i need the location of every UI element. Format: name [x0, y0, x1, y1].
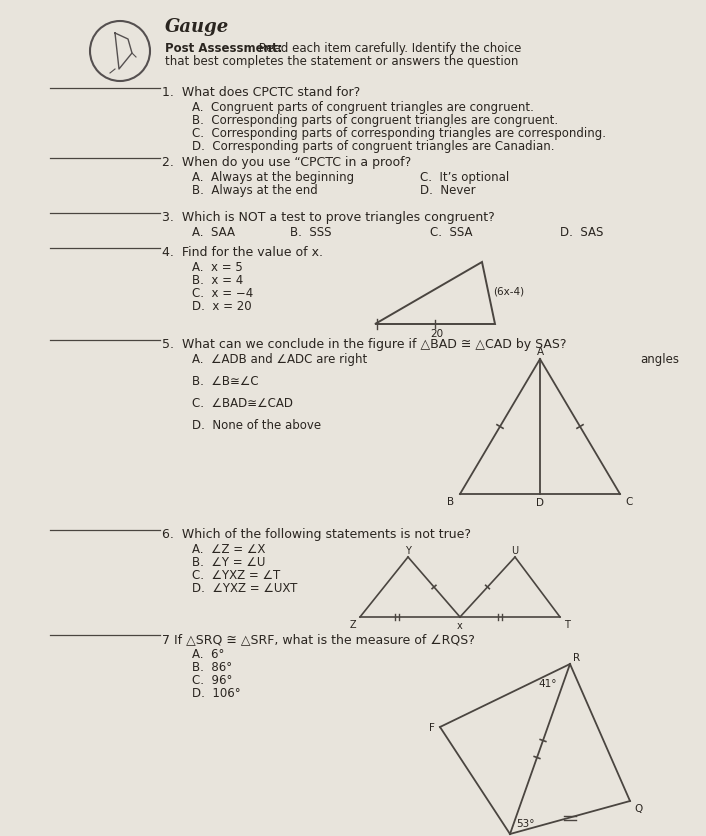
Text: A.  x = 5: A. x = 5 [192, 261, 243, 273]
Text: D: D [536, 497, 544, 507]
Text: B.  ∠Y = ∠U: B. ∠Y = ∠U [192, 555, 265, 568]
Text: Read each item carefully. Identify the choice: Read each item carefully. Identify the c… [255, 42, 521, 55]
Text: Post Assessment:: Post Assessment: [165, 42, 282, 55]
Text: 4.  Find for the value of x.: 4. Find for the value of x. [162, 246, 323, 258]
Text: D.  Never: D. Never [420, 184, 476, 196]
Text: 53°: 53° [516, 818, 534, 828]
Text: 20: 20 [431, 329, 443, 339]
Text: D.  ∠YXZ = ∠UXT: D. ∠YXZ = ∠UXT [192, 581, 297, 594]
Text: A.  ∠ADB and ∠ADC are right: A. ∠ADB and ∠ADC are right [192, 353, 367, 365]
Text: Z: Z [349, 619, 356, 630]
Text: B.  86°: B. 86° [192, 660, 232, 673]
Text: (6x-4): (6x-4) [493, 286, 525, 296]
Text: 41°: 41° [538, 678, 556, 688]
Text: Y: Y [405, 545, 411, 555]
Text: C: C [625, 497, 633, 507]
Text: D.  106°: D. 106° [192, 686, 241, 699]
Text: A.  6°: A. 6° [192, 647, 225, 660]
Text: 1.  What does CPCTC stand for?: 1. What does CPCTC stand for? [162, 86, 360, 99]
Text: angles: angles [640, 353, 679, 365]
Text: C.  Corresponding parts of corresponding triangles are corresponding.: C. Corresponding parts of corresponding … [192, 127, 606, 140]
Text: B: B [447, 497, 454, 507]
Text: A.  SAA: A. SAA [192, 226, 235, 239]
Text: Gauge: Gauge [165, 18, 229, 36]
Text: T: T [564, 619, 570, 630]
Text: C.  ∠YXZ = ∠T: C. ∠YXZ = ∠T [192, 568, 280, 581]
Text: C.  96°: C. 96° [192, 673, 232, 686]
Text: C.  It’s optional: C. It’s optional [420, 171, 509, 184]
Text: D.  Corresponding parts of congruent triangles are Canadian.: D. Corresponding parts of congruent tria… [192, 140, 554, 153]
Text: 3.  Which is NOT a test to prove triangles congruent?: 3. Which is NOT a test to prove triangle… [162, 211, 495, 224]
Text: B.  Corresponding parts of congruent triangles are congruent.: B. Corresponding parts of congruent tria… [192, 114, 558, 127]
Text: 5.  What can we conclude in the figure if △BAD ≅ △CAD by SAS?: 5. What can we conclude in the figure if… [162, 338, 566, 350]
Text: B.  ∠B≅∠C: B. ∠B≅∠C [192, 375, 258, 388]
Text: A.  Always at the beginning: A. Always at the beginning [192, 171, 354, 184]
Text: A.  Congruent parts of congruent triangles are congruent.: A. Congruent parts of congruent triangle… [192, 101, 534, 114]
Text: A.  ∠Z = ∠X: A. ∠Z = ∠X [192, 543, 265, 555]
Text: D.  SAS: D. SAS [560, 226, 604, 239]
Text: Q: Q [634, 803, 642, 813]
Text: that best completes the statement or answers the question: that best completes the statement or ans… [165, 55, 518, 68]
Text: D.  None of the above: D. None of the above [192, 419, 321, 431]
Text: B.  x = 4: B. x = 4 [192, 273, 244, 287]
Text: R: R [573, 652, 580, 662]
Text: U: U [511, 545, 519, 555]
Text: 6.  Which of the following statements is not true?: 6. Which of the following statements is … [162, 528, 471, 540]
Text: D.  x = 20: D. x = 20 [192, 299, 251, 313]
Text: A: A [537, 347, 544, 357]
Text: C.  SSA: C. SSA [430, 226, 472, 239]
Text: 7 If △SRQ ≅ △SRF, what is the measure of ∠RQS?: 7 If △SRQ ≅ △SRF, what is the measure of… [162, 632, 475, 645]
Text: 2.  When do you use “CPCTC in a proof?: 2. When do you use “CPCTC in a proof? [162, 155, 412, 169]
Text: x: x [457, 620, 463, 630]
Text: C.  x = −4: C. x = −4 [192, 287, 253, 299]
Text: B.  Always at the end: B. Always at the end [192, 184, 318, 196]
Text: C.  ∠BAD≅∠CAD: C. ∠BAD≅∠CAD [192, 396, 293, 410]
Text: F: F [429, 722, 435, 732]
Text: B.  SSS: B. SSS [290, 226, 332, 239]
